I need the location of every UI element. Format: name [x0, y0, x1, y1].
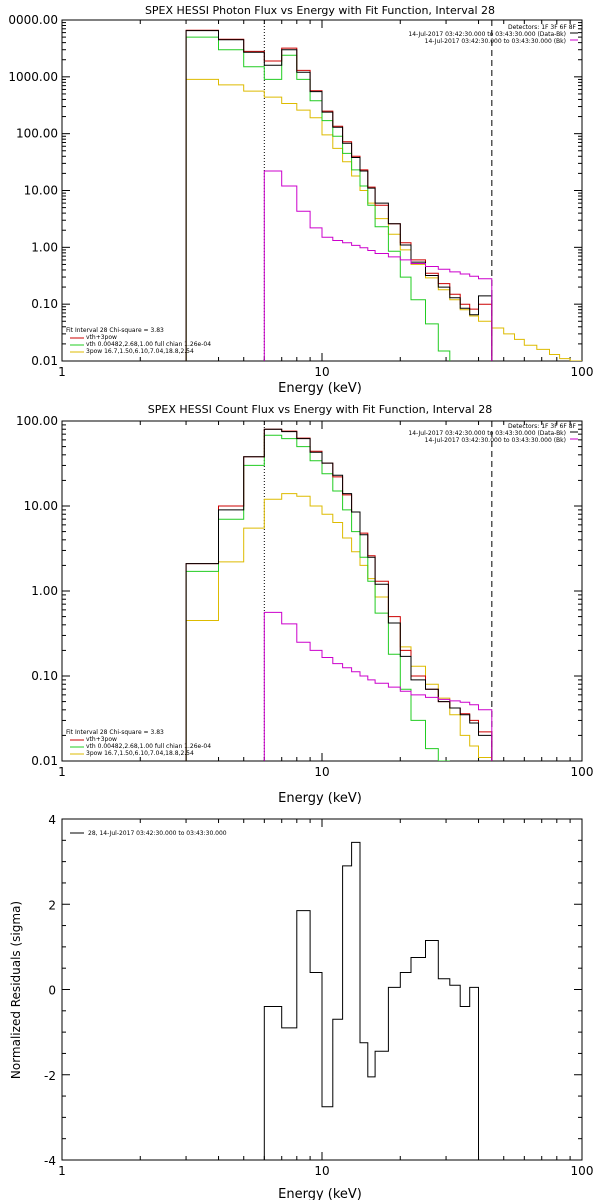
- ytick-label: -4: [44, 1154, 56, 1168]
- photon-info-line-1: Detectors: 1F 3F 6F 8F: [508, 24, 577, 31]
- count-fit-line-2: vth+3pow: [86, 736, 117, 743]
- photon-fit-line-3: vth 0.00482,2.68,1.00 full chian 1.26e-0…: [86, 341, 211, 348]
- xtick-label: 1: [58, 1164, 66, 1178]
- photon-info-line-3: 14-Jul-2017 03:42:30.000 to 03:43:30.000…: [425, 38, 566, 45]
- residuals-panel: Energy (keV) Normalized Residuals (sigma…: [9, 813, 593, 1200]
- count-flux-xlabel: Energy (keV): [278, 791, 362, 806]
- photon-fit-line-2: vth+3pow: [86, 334, 117, 341]
- plot-frame-0: [61, 19, 583, 362]
- ytick-label: 0.01: [31, 754, 58, 768]
- series-bk-line: [263, 611, 493, 761]
- ytick-label: 10.00: [24, 184, 58, 198]
- series-residuals-line: [263, 841, 479, 1160]
- xtick-label: 100: [571, 1164, 594, 1178]
- count-fit-line-1: Fit Interval 28 Chi-square = 3.83: [66, 729, 164, 736]
- ytick-label: 1.00: [31, 240, 58, 254]
- count-info-line-2: 14-Jul-2017 03:42:30.000 to 03:43:30.000…: [408, 430, 566, 437]
- count-info-line-1: Detectors: 1F 3F 6F 8F: [508, 423, 577, 430]
- xtick-label: 1: [58, 765, 66, 779]
- ytick-label: 10.00: [24, 499, 58, 513]
- photon-fit-line-4: 3pow 16.7,1.50,6.10,7.04,18.8,2.54: [86, 348, 194, 355]
- residuals-ylabel: Normalized Residuals (sigma): [9, 901, 23, 1079]
- photon-flux-xlabel: Energy (keV): [278, 381, 362, 396]
- ytick-label: 4: [48, 813, 56, 827]
- photon-flux-panel: SPEX HESSI Photon Flux vs Energy with Fi…: [8, 4, 593, 396]
- series-vth-line: [185, 36, 451, 361]
- series-vth-3pow-line: [185, 29, 493, 361]
- ytick-label: 0: [48, 984, 56, 998]
- series-bk-line: [263, 170, 493, 361]
- series-vth-3pow-line: [185, 428, 493, 761]
- residuals-xlabel: Energy (keV): [278, 1187, 362, 1200]
- photon-info-line-2: 14-Jul-2017 03:42:30.000 to 03:43:30.000…: [408, 31, 566, 38]
- count-fit-line-3: vth 0.00482,2.68,1.00 full chian 1.26e-0…: [86, 743, 211, 750]
- series-3pow-line: [185, 493, 493, 761]
- xtick-label: 10: [314, 765, 329, 779]
- ytick-label: 0.01: [31, 354, 58, 368]
- ytick-label: -2: [44, 1069, 56, 1083]
- count-fit-line-4: 3pow 16.7,1.50,6.10,7.04,18.8,2.54: [86, 750, 194, 757]
- ytick-label: 0000.00: [8, 13, 58, 27]
- count-info-line-3: 14-Jul-2017 03:42:30.000 to 03:43:30.000…: [425, 437, 566, 444]
- count-flux-title: SPEX HESSI Count Flux vs Energy with Fit…: [148, 403, 492, 416]
- xtick-label: 10: [314, 1164, 329, 1178]
- ytick-label: 2: [48, 898, 56, 912]
- xtick-label: 1: [58, 365, 66, 379]
- ytick-label: 0.10: [31, 669, 58, 683]
- ytick-label: 1000.00: [8, 70, 58, 84]
- photon-fit-line-1: Fit Interval 28 Chi-square = 3.83: [66, 327, 164, 334]
- xtick-label: 100: [571, 365, 594, 379]
- count-flux-panel: SPEX HESSI Count Flux vs Energy with Fit…: [16, 403, 593, 806]
- series-vth-line: [185, 434, 450, 761]
- residuals-legend-label: 28, 14-Jul-2017 03:42:30.000 to 03:43:30…: [88, 830, 227, 837]
- series-3pow-line: [185, 78, 582, 361]
- ytick-label: 100.00: [16, 127, 58, 141]
- photon-flux-title: SPEX HESSI Photon Flux vs Energy with Fi…: [145, 4, 495, 17]
- ytick-label: 0.10: [31, 297, 58, 311]
- ytick-label: 100.00: [16, 414, 58, 428]
- xtick-label: 100: [571, 765, 594, 779]
- xtick-label: 10: [314, 365, 329, 379]
- series-data-bk-line: [185, 30, 493, 361]
- series-data-bk-line: [185, 428, 493, 761]
- ytick-label: 1.00: [31, 584, 58, 598]
